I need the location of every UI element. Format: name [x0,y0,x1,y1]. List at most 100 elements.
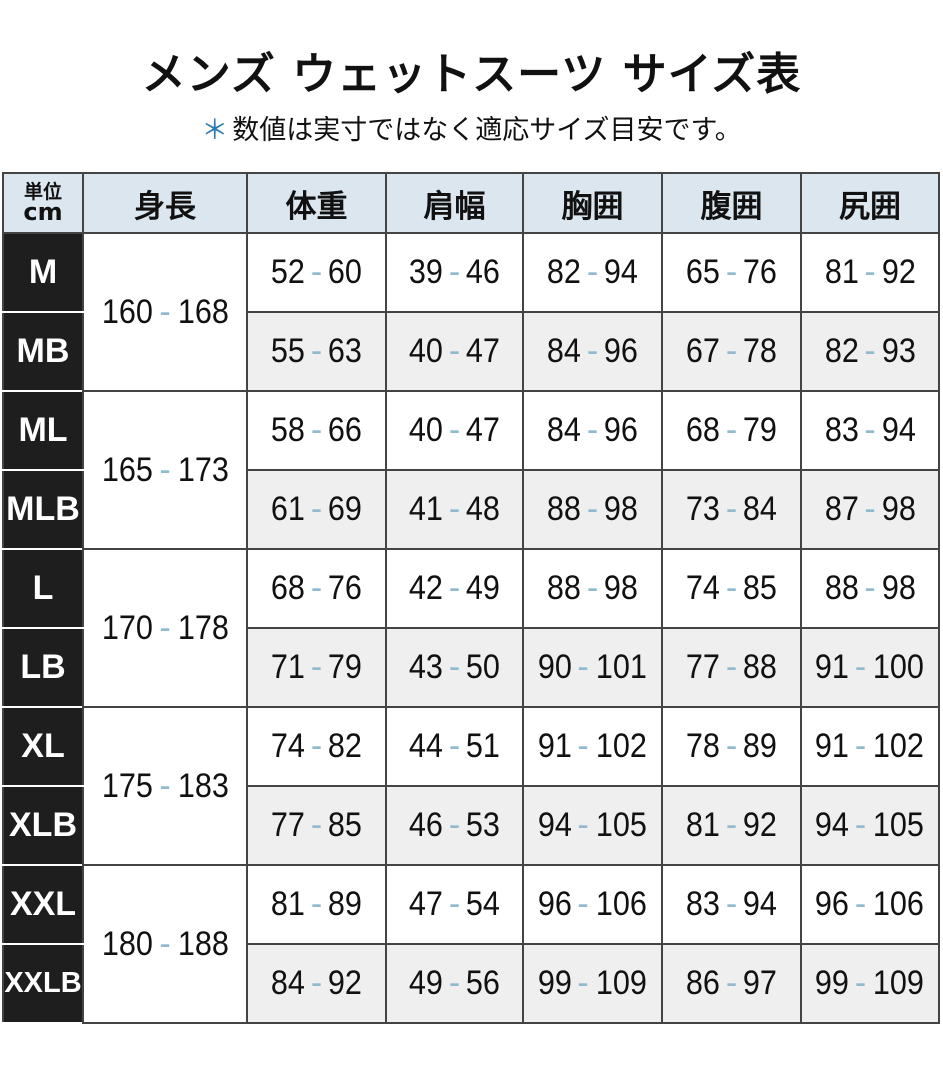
measurement-cell: 77-85 [246,785,387,866]
measurement-cell: 44-51 [385,706,524,787]
measurement-cell: 46-53 [385,785,524,866]
range-low: 55 [270,332,305,370]
range-high: 98 [881,490,916,528]
range-dash: - [448,411,461,449]
range-dash: - [310,885,323,923]
measurement-cell: 61-69 [246,469,387,550]
subtitle-text: 数値は実寸ではなく適応サイズ目安です。 [232,115,742,146]
range-high: 96 [604,411,639,449]
range-high: 188 [177,924,229,963]
column-header-chest: 胸囲 [522,172,663,234]
range-high: 76 [328,569,363,607]
range-dash: - [448,727,461,765]
range-high: 92 [328,964,363,1002]
size-label: LB [2,627,84,708]
size-label: L [2,548,84,629]
range-low: 41 [408,490,443,528]
range-high: 106 [595,885,647,923]
range-dash: - [725,727,738,765]
height-range: 180-188 [82,864,248,1024]
range-low: 82 [546,253,581,291]
range-dash: - [448,964,461,1002]
measurement-cell: 90-101 [522,627,663,708]
size-label: XXLB [2,943,84,1024]
height-range: 170-178 [82,548,248,708]
table-body: M 160-168 52-60 39-46 82-94 65-76 81-92 MB 55-63… [2,232,940,1024]
header-row: 単位 cm 身長 体重 肩幅 胸囲 腹囲 尻囲 [2,172,940,234]
range-low: 165 [101,450,153,489]
range-low: 61 [270,490,305,528]
range-high: 109 [873,964,925,1002]
range-low: 86 [685,964,720,1002]
range-low: 99 [537,964,572,1002]
measurement-cell: 49-56 [385,943,524,1024]
measurement-cell: 40-47 [385,311,524,392]
range-dash: - [586,490,599,528]
range-low: 94 [814,806,849,844]
measurement-cell: 73-84 [661,469,802,550]
range-low: 99 [814,964,849,1002]
range-low: 40 [408,332,443,370]
range-high: 76 [743,253,778,291]
table-row: MB 55-63 40-47 84-96 67-78 82-93 [2,311,940,392]
table-row: LB 71-79 43-50 90-101 77-88 91-100 [2,627,940,708]
range-high: 109 [595,964,647,1002]
measurement-cell: 78-89 [661,706,802,787]
size-label: M [2,232,84,313]
range-dash: - [854,806,867,844]
range-dash: - [159,450,171,489]
range-dash: - [577,727,589,765]
range-low: 88 [546,569,581,607]
range-high: 47 [466,411,501,449]
table-row: MLB 61-69 41-48 88-98 73-84 87-98 [2,469,940,550]
range-dash: - [864,490,876,528]
range-dash: - [448,648,461,686]
column-header-hip: 尻囲 [800,172,940,234]
measurement-cell: 68-79 [661,390,802,471]
range-low: 83 [824,411,859,449]
range-dash: - [310,964,323,1002]
range-high: 98 [881,569,916,607]
measurement-cell: 88-98 [800,548,940,629]
range-low: 43 [408,648,443,686]
range-low: 90 [537,648,572,686]
range-high: 89 [328,885,363,923]
measurement-cell: 71-79 [246,627,387,708]
range-high: 56 [466,964,501,1002]
measurement-cell: 91-102 [522,706,663,787]
measurement-cell: 83-94 [800,390,940,471]
range-high: 168 [177,292,229,331]
range-dash: - [159,292,171,331]
range-low: 74 [685,569,720,607]
range-high: 178 [177,608,229,647]
measurement-cell: 81-89 [246,864,387,945]
subtitle: ＊数値は実寸ではなく適応サイズ目安です。 [0,108,943,147]
measurement-cell: 84-96 [522,311,663,392]
measurement-cell: 47-54 [385,864,524,945]
range-high: 85 [743,569,778,607]
range-low: 52 [270,253,305,291]
range-low: 65 [685,253,720,291]
range-high: 79 [328,648,363,686]
range-high: 96 [604,332,639,370]
range-low: 71 [270,648,305,686]
measurement-cell: 91-100 [800,627,940,708]
range-low: 91 [814,648,849,686]
range-dash: - [725,569,738,607]
range-dash: - [725,490,738,528]
unit-label: 単位 [23,181,62,203]
range-dash: - [159,608,171,647]
range-high: 101 [595,648,647,686]
range-dash: - [159,766,171,805]
range-low: 88 [546,490,581,528]
range-low: 81 [824,253,859,291]
table-row: XXL 180-188 81-89 47-54 96-106 83-94 96-106 [2,864,940,1024]
range-low: 96 [814,885,849,923]
range-dash: - [310,253,323,291]
range-low: 87 [824,490,859,528]
range-dash: - [577,885,589,923]
range-high: 92 [881,253,916,291]
range-dash: - [725,806,738,844]
table-row: ML 165-173 58-66 40-47 84-96 68-79 83-94 [2,390,940,550]
range-high: 49 [466,569,501,607]
